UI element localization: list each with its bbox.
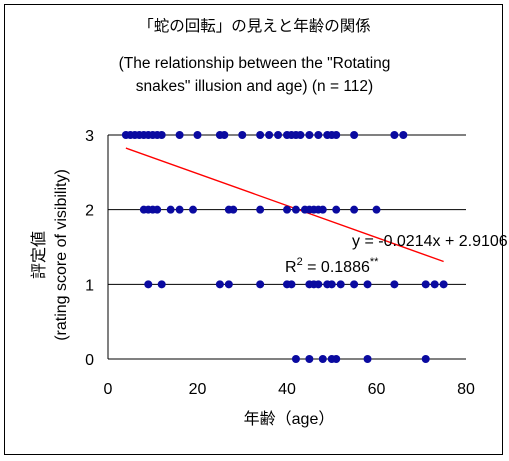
chart-frame — [4, 4, 503, 455]
data-point — [314, 131, 323, 139]
trendline — [125, 147, 444, 263]
data-point — [336, 280, 345, 289]
data-point — [363, 355, 372, 363]
data-point — [193, 131, 202, 139]
data-point — [318, 205, 327, 214]
data-point — [350, 131, 359, 139]
data-point — [332, 205, 341, 214]
r-squared-value: = 0.1886 — [303, 259, 370, 276]
data-point — [305, 355, 314, 363]
data-point — [224, 280, 233, 289]
data-point — [390, 280, 399, 289]
r-squared-label: R2 = 0.1886** — [285, 256, 379, 276]
data-point — [430, 280, 439, 289]
x-tick-label: 60 — [368, 381, 386, 398]
data-point — [399, 131, 408, 139]
data-point — [157, 280, 166, 289]
data-point — [256, 280, 265, 289]
axes — [107, 135, 466, 360]
data-point — [175, 131, 184, 139]
x-tick-label: 40 — [278, 381, 296, 398]
data-point — [287, 280, 296, 289]
data-point — [332, 131, 341, 139]
data-point — [291, 205, 300, 214]
data-point — [390, 131, 399, 139]
data-point — [318, 355, 327, 363]
r-squared-prefix: R — [285, 259, 297, 276]
data-point — [327, 280, 336, 289]
data-point — [153, 205, 162, 214]
chart-title: 「蛇の回転」の見えと年齢の関係 — [138, 18, 371, 35]
data-point — [157, 131, 166, 139]
data-point — [256, 205, 265, 214]
data-point — [215, 280, 224, 289]
tick-labels: 0 20 40 60 80 0 1 2 3 — [85, 128, 475, 398]
data-points — [121, 131, 448, 363]
y-tick-label: 0 — [85, 352, 94, 369]
data-point — [220, 131, 229, 139]
x-tick-label: 20 — [189, 381, 207, 398]
data-point — [421, 280, 430, 289]
data-point — [274, 131, 283, 139]
data-point — [238, 131, 247, 139]
data-point — [229, 205, 238, 214]
data-point — [350, 280, 359, 289]
y-tick-label: 2 — [85, 203, 94, 220]
data-point — [166, 205, 175, 214]
data-point — [175, 205, 184, 214]
data-point — [256, 131, 265, 139]
y-tick-label: 1 — [85, 277, 94, 294]
x-tick-label: 0 — [104, 381, 113, 398]
data-point — [332, 355, 341, 363]
data-point — [439, 280, 448, 289]
r-squared-superscript: 2 — [297, 256, 303, 268]
y-axis-label-line2: (rating score of visibility) — [53, 169, 70, 341]
data-point — [144, 280, 153, 289]
data-point — [314, 280, 323, 289]
trendline-group — [125, 147, 444, 263]
data-point — [283, 205, 291, 214]
y-axis-label-line1: 評定値 — [30, 231, 48, 279]
data-point — [305, 131, 314, 139]
data-point — [265, 131, 274, 139]
chart-subtitle-line1: (The relationship between the "Rotating — [118, 55, 391, 72]
data-point — [372, 205, 381, 214]
data-point — [350, 205, 359, 214]
trendline-equation: y = -0.0214x + 2.9106 — [352, 233, 508, 250]
data-point — [189, 205, 198, 214]
y-tick-label: 3 — [85, 128, 94, 145]
significance-mark: ** — [370, 256, 379, 268]
x-tick-label: 80 — [457, 381, 475, 398]
data-point — [296, 131, 305, 139]
chart-subtitle-line2: snakes" illusion and age) (n = 112) — [135, 78, 374, 95]
x-axis-label: 年齢（age） — [244, 410, 335, 428]
data-point — [421, 355, 430, 363]
data-point — [363, 280, 372, 289]
data-point — [291, 355, 300, 363]
